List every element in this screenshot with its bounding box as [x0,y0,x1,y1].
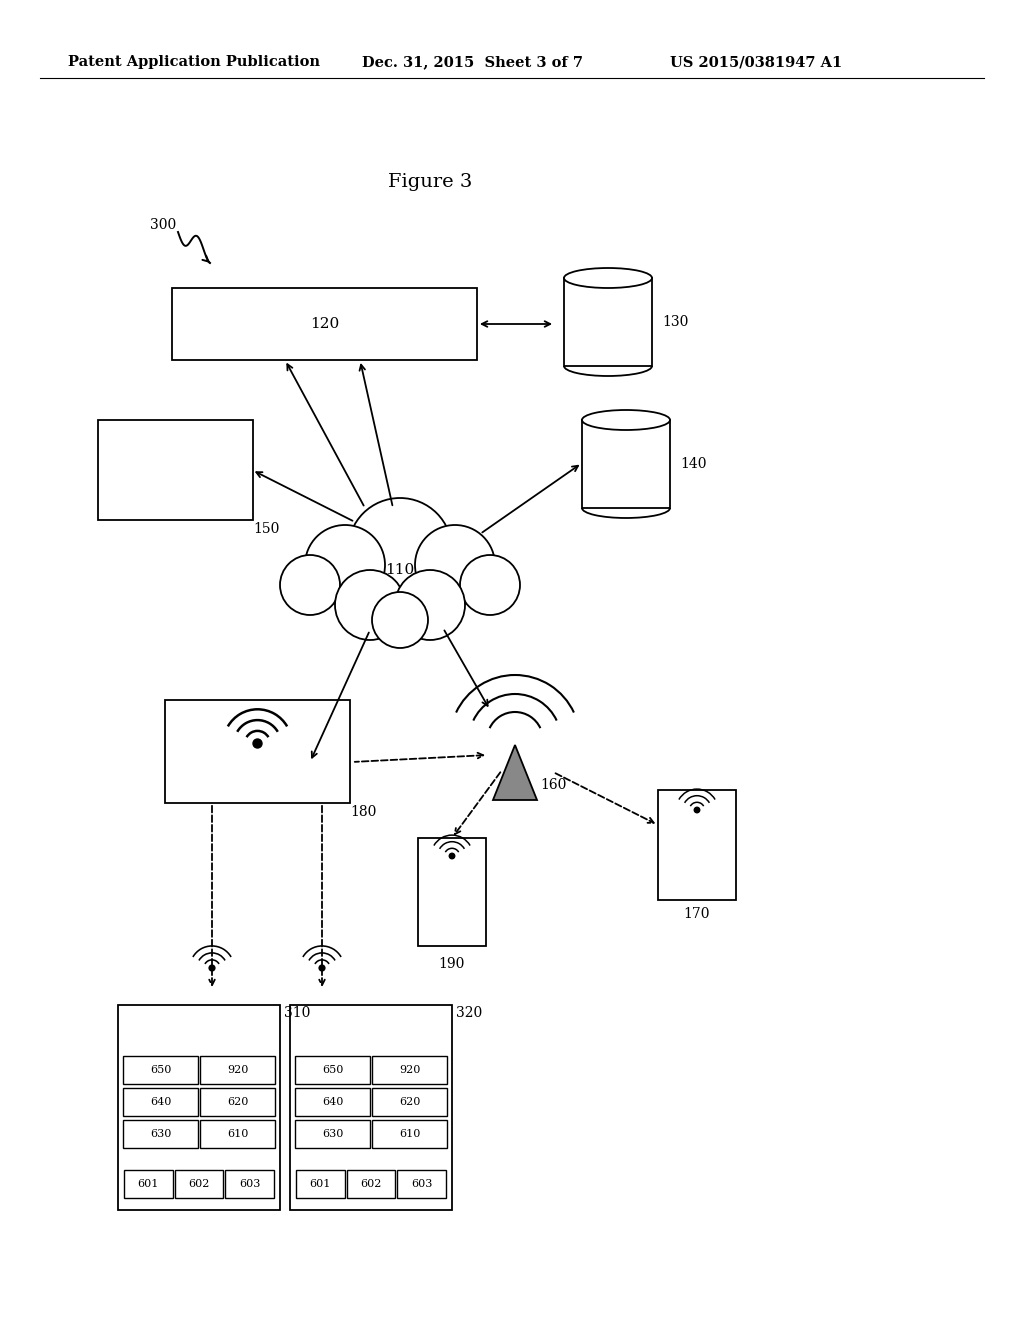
Bar [175,1170,223,1199]
Text: 630: 630 [322,1129,343,1139]
Text: 620: 620 [226,1097,248,1107]
Circle shape [348,498,452,602]
Bar [123,1088,198,1115]
Circle shape [335,570,406,640]
Circle shape [305,525,385,605]
Bar [347,1170,395,1199]
Bar [200,1119,275,1148]
Bar [295,1088,370,1115]
Circle shape [694,808,699,813]
Bar [124,1170,173,1199]
Text: 120: 120 [310,317,339,331]
Bar [397,1170,446,1199]
Bar [200,1056,275,1084]
Bar [372,1056,447,1084]
Circle shape [460,554,520,615]
Text: 620: 620 [398,1097,420,1107]
Text: 610: 610 [226,1129,248,1139]
Bar [295,1119,370,1148]
Bar [98,420,253,520]
Text: 602: 602 [188,1179,210,1189]
Bar [172,288,477,360]
Text: 601: 601 [309,1179,331,1189]
Text: Dec. 31, 2015  Sheet 3 of 7: Dec. 31, 2015 Sheet 3 of 7 [362,55,583,69]
Ellipse shape [564,268,652,288]
Text: 602: 602 [360,1179,382,1189]
Bar [118,1005,280,1210]
Text: 310: 310 [284,1006,310,1020]
Bar [564,279,652,366]
Text: Patent Application Publication: Patent Application Publication [68,55,319,69]
Bar [123,1119,198,1148]
Text: Figure 3: Figure 3 [388,173,472,191]
Text: 140: 140 [680,457,707,471]
Text: 110: 110 [385,564,415,577]
Text: 180: 180 [350,805,377,818]
Circle shape [280,554,340,615]
Bar [295,1056,370,1084]
Text: 920: 920 [226,1065,248,1074]
Text: 300: 300 [150,218,176,232]
Text: 130: 130 [662,315,688,329]
Text: 603: 603 [239,1179,260,1189]
Text: 601: 601 [137,1179,159,1189]
Bar [296,1170,345,1199]
Circle shape [319,965,325,972]
Circle shape [415,525,495,605]
Circle shape [450,853,455,859]
Circle shape [395,570,465,640]
Circle shape [253,739,262,748]
Bar [165,700,350,803]
Bar [418,838,486,946]
Ellipse shape [582,411,670,430]
Text: 610: 610 [398,1129,420,1139]
Text: 170: 170 [684,907,711,921]
Bar [372,1088,447,1115]
Text: 920: 920 [398,1065,420,1074]
Bar [658,789,736,900]
Bar [290,1005,452,1210]
Bar [582,420,670,508]
Bar [372,1119,447,1148]
Text: 190: 190 [439,957,465,972]
Bar [123,1056,198,1084]
Text: 150: 150 [253,521,280,536]
Text: US 2015/0381947 A1: US 2015/0381947 A1 [670,55,843,69]
Text: 640: 640 [322,1097,343,1107]
Circle shape [209,965,215,972]
Bar [225,1170,274,1199]
Text: 640: 640 [150,1097,171,1107]
Circle shape [372,591,428,648]
Bar [200,1088,275,1115]
Text: 630: 630 [150,1129,171,1139]
Text: 603: 603 [411,1179,432,1189]
Text: 320: 320 [456,1006,482,1020]
Polygon shape [493,744,537,800]
Text: 650: 650 [150,1065,171,1074]
Text: 650: 650 [322,1065,343,1074]
Text: 160: 160 [540,777,566,792]
